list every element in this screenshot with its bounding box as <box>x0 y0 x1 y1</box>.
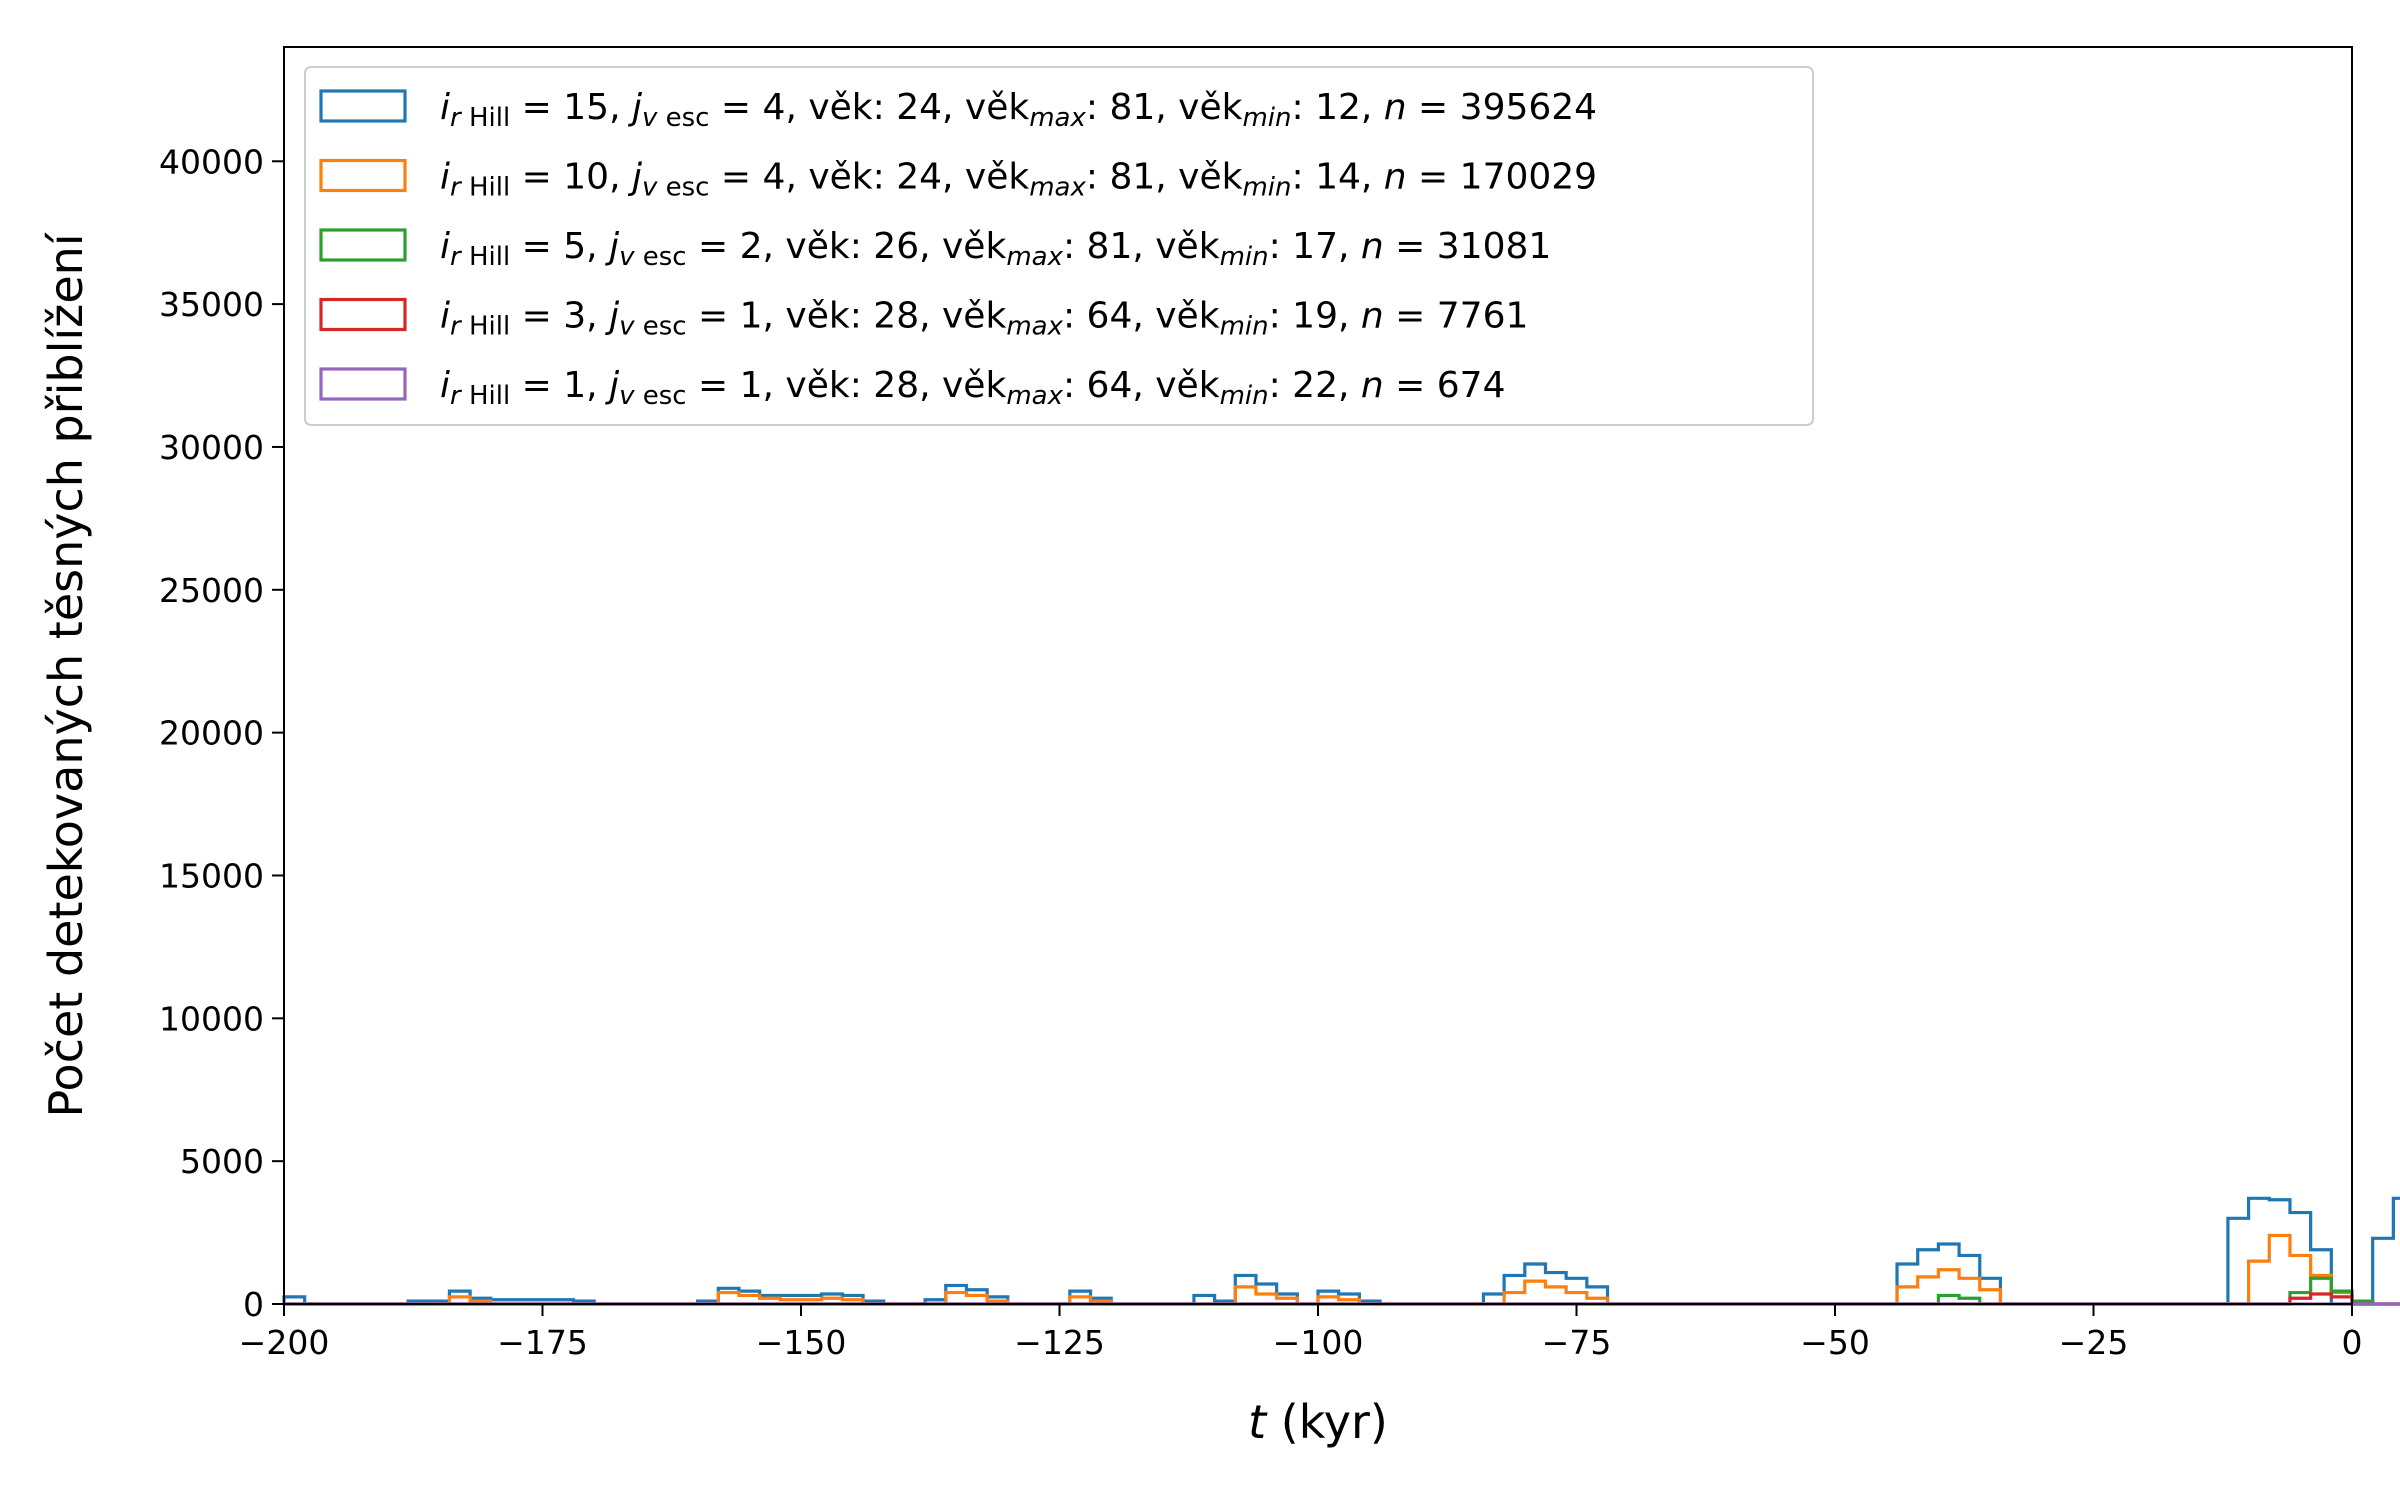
legend-entries: ir Hill = 15, jv esc = 4, věk: 24, věkma… <box>319 87 1597 411</box>
legend-swatch <box>319 89 407 123</box>
y-tick-label: 40000 <box>159 142 264 181</box>
y-tick-label: 5000 <box>180 1142 264 1181</box>
y-tick-label: 0 <box>243 1285 264 1324</box>
x-tick-label: −200 <box>239 1323 330 1362</box>
legend-entry-label: ir Hill = 1, jv esc = 1, věk: 28, věkmax… <box>440 365 1505 411</box>
legend-entry-label: ir Hill = 3, jv esc = 1, věk: 28, věkmax… <box>440 296 1528 342</box>
legend-swatch <box>319 297 407 332</box>
legend-swatch <box>319 367 407 401</box>
legend-swatch <box>319 158 407 193</box>
legend-entry-label: ir Hill = 10, jv esc = 4, věk: 24, věkma… <box>440 157 1597 203</box>
x-tick-label: −25 <box>2059 1323 2129 1362</box>
x-tick-label: −125 <box>1014 1323 1105 1362</box>
y-tick-label: 10000 <box>159 999 264 1038</box>
y-tick-label: 25000 <box>159 571 264 610</box>
x-tick-label: −100 <box>1273 1323 1364 1362</box>
x-axis-unit: (kyr) <box>1266 1395 1388 1449</box>
y-axis-ticks: 0 5000 10000 15000 20000 25000 30000 35000 40000 <box>159 142 284 1324</box>
x-tick-label: −175 <box>497 1323 588 1362</box>
y-axis-label: Počet detekovaných těsných přiblížení <box>39 232 93 1117</box>
legend-entry-label: ir Hill = 15, jv esc = 4, věk: 24, věkma… <box>440 87 1597 133</box>
legend-entry-label: ir Hill = 5, jv esc = 2, věk: 26, věkmax… <box>440 226 1551 272</box>
x-tick-label: 0 <box>2342 1323 2363 1362</box>
x-tick-label: −75 <box>1542 1323 1612 1362</box>
y-tick-label: 20000 <box>159 714 264 753</box>
legend-swatch <box>319 228 407 262</box>
y-tick-label: 35000 <box>159 285 264 324</box>
x-axis-label: t (kyr) <box>1248 1395 1388 1449</box>
y-tick-label: 15000 <box>159 856 264 895</box>
legend: ir Hill = 15, jv esc = 4, věk: 24, věkma… <box>304 66 1814 426</box>
legend-box <box>304 66 1814 426</box>
x-tick-label: −150 <box>756 1323 847 1362</box>
x-tick-label: −50 <box>1800 1323 1870 1362</box>
x-axis-ticks: −200 −175 −150 −125 −100 −75 −50 −25 0 <box>239 1304 2363 1362</box>
y-tick-label: 30000 <box>159 428 264 467</box>
x-axis-variable: t <box>1248 1395 1268 1449</box>
